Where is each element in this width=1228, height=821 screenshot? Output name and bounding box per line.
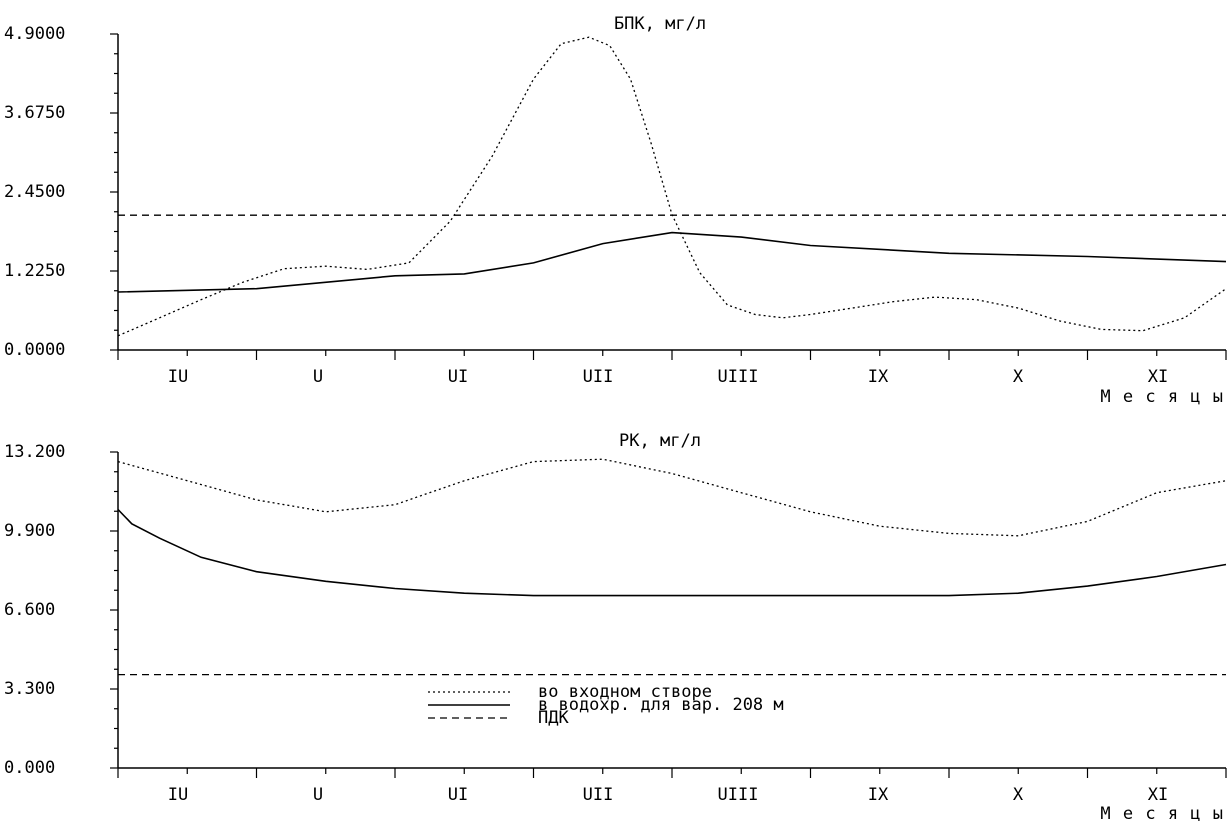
bpk-y-tick-label: 3.6750 — [4, 103, 65, 123]
rk-month-label: UI — [448, 785, 468, 805]
bpk-y-tick-label: 0.0000 — [4, 340, 65, 360]
legend-label: во входном створе — [538, 682, 712, 702]
rk-y-tick-label: 9.900 — [4, 521, 55, 541]
rk-y-tick-label: 3.300 — [4, 679, 55, 699]
rk-chart-panel: РК, мг/л 0.000 3.300 6.600 9.900 13.200 IU U UI U… — [4, 431, 1227, 821]
bpk-x-axis-title: М е с я ц ы — [1100, 387, 1224, 407]
bpk-month-label: UIII — [718, 367, 759, 387]
bpk-month-label: IU — [168, 367, 188, 387]
rk-month-label: UII — [583, 785, 614, 805]
bpk-reservoir-line — [117, 231, 1227, 293]
bpk-y-tick-label: 1.2250 — [4, 261, 65, 281]
bpk-inlet-line — [117, 36, 1227, 337]
rk-month-label: IU — [168, 785, 188, 805]
bpk-month-label: UII — [583, 367, 614, 387]
bpk-y-tick-label: 4.9000 — [4, 24, 65, 44]
rk-chart-title: РК, мг/л — [619, 431, 701, 451]
bpk-month-label: IX — [868, 367, 889, 387]
rk-y-tick-label: 0.000 — [4, 758, 55, 778]
bpk-month-label: X — [1013, 367, 1024, 387]
rk-month-label: UIII — [718, 785, 759, 805]
bpk-month-label: UI — [448, 367, 468, 387]
rk-x-axis-title: М е с я ц ы — [1100, 804, 1224, 821]
rk-month-label: XI — [1148, 785, 1168, 805]
rk-month-label: U — [313, 785, 323, 805]
rk-month-label: X — [1013, 785, 1024, 805]
bpk-y-tick-label: 2.4500 — [4, 182, 65, 202]
rk-month-label: IX — [868, 785, 889, 805]
rk-inlet-line — [117, 458, 1227, 537]
rk-reservoir-line — [117, 508, 1227, 597]
legend-label: ПДК — [538, 708, 569, 728]
legend-label: в водохр. для вар. 208 м — [538, 695, 784, 715]
rk-y-tick-label: 13.200 — [4, 442, 65, 462]
bpk-month-label: U — [313, 367, 323, 387]
bpk-chart-title: БПК, мг/л — [614, 14, 706, 34]
bpk-chart-panel: БПК, мг/л 0.0000 1.2250 2.4500 3.6750 4.9000 I… — [4, 14, 1227, 407]
rk-y-tick-label: 6.600 — [4, 600, 55, 620]
bpk-month-label: XI — [1148, 367, 1168, 387]
